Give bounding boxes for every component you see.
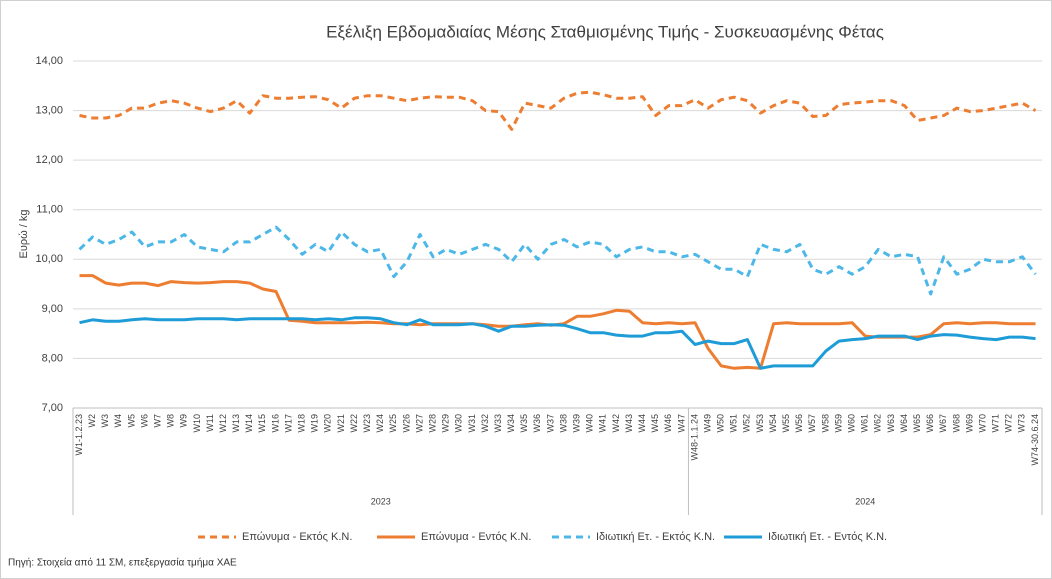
x-tick-label: W21	[336, 414, 346, 433]
x-tick-label: W55	[781, 414, 791, 433]
x-tick-label: W45	[650, 414, 660, 433]
legend-label: Επώνυμα - Εκτός Κ.Ν.	[242, 531, 352, 543]
source-note: Πηγή: Στοιχεία από 11 ΣΜ, επεξεργασία τμ…	[8, 557, 237, 569]
x-tick-label: W36	[532, 414, 542, 433]
x-tick-label: W61	[860, 414, 870, 433]
x-tick-label: W57	[807, 414, 817, 433]
x-tick-label: W64	[899, 414, 909, 433]
x-tick-label: W14	[244, 414, 254, 433]
x-tick-label: W35	[519, 414, 529, 433]
x-tick-label: W8	[166, 414, 176, 428]
legend-label: Ιδιωτική Ετ. - Εκτός Κ.Ν.	[596, 531, 715, 543]
x-tick-label: W62	[873, 414, 883, 433]
x-tick-label: W73	[1017, 414, 1027, 433]
x-tick-label: W37	[545, 414, 555, 433]
x-tick-label: W48-1.1.24	[689, 414, 699, 461]
x-tick-label: W50	[716, 414, 726, 433]
x-tick-label: W28	[427, 414, 437, 433]
x-tick-label: W66	[925, 414, 935, 433]
chart-title: Εξέλιξη Εβδομαδιαίας Μέσης Σταθμισμένης …	[326, 22, 884, 41]
x-tick-label: W11	[205, 414, 215, 432]
y-tick-label: 10,00	[35, 253, 63, 265]
legend-label: Ιδιωτική Ετ. - Εντός Κ.Ν.	[768, 531, 887, 543]
x-tick-label: W23	[362, 414, 372, 433]
x-tick-label: W15	[257, 414, 267, 433]
x-tick-label: W20	[323, 414, 333, 433]
x-tick-label: W6	[139, 414, 149, 428]
x-tick-label: W10	[192, 414, 202, 433]
x-tick-label: W38	[558, 414, 568, 433]
x-tick-label: W53	[755, 414, 765, 433]
x-tick-label: W56	[794, 414, 804, 433]
x-tick-label: W44	[637, 414, 647, 433]
x-tick-label: W70	[977, 414, 987, 433]
x-tick-label: W40	[585, 414, 595, 433]
x-tick-label: W68	[951, 414, 961, 433]
x-tick-label: W74-30.6.24	[1030, 414, 1040, 466]
x-tick-label: W12	[218, 414, 228, 433]
x-tick-label: W58	[820, 414, 830, 433]
y-tick-label: 14,00	[35, 55, 63, 67]
x-tick-label: W9	[179, 414, 189, 428]
x-tick-label: W5	[126, 414, 136, 428]
x-tick-label: W7	[152, 414, 162, 428]
x-tick-label: W69	[964, 414, 974, 433]
group-label: 2024	[855, 496, 875, 506]
y-tick-label: 9,00	[42, 303, 63, 315]
x-tick-label: W41	[598, 414, 608, 433]
series-line	[78, 225, 1037, 296]
x-tick-label: W60	[847, 414, 857, 433]
x-tick-label: W19	[310, 414, 320, 433]
x-tick-label: W34	[506, 414, 516, 433]
x-tick-label: W25	[388, 414, 398, 433]
x-tick-label: W4	[113, 414, 123, 428]
x-tick-label: W59	[833, 414, 843, 433]
y-tick-label: 12,00	[35, 154, 63, 166]
x-tick-label: W51	[729, 414, 739, 433]
x-tick-label: W65	[912, 414, 922, 433]
legend-label: Επώνυμα - Εντός Κ.Ν.	[421, 531, 531, 543]
x-tick-label: W13	[231, 414, 241, 433]
x-tick-label: W67	[938, 414, 948, 433]
x-tick-label: W24	[375, 414, 385, 433]
y-tick-label: 7,00	[42, 402, 63, 414]
x-tick-label: W2	[87, 414, 97, 428]
y-tick-label: 13,00	[35, 104, 63, 116]
y-tick-label: 11,00	[36, 204, 63, 216]
x-tick-label: W30	[454, 414, 464, 433]
x-tick-label: W72	[1004, 414, 1014, 433]
x-tick-label: W47	[676, 414, 686, 433]
group-label: 2023	[371, 496, 391, 506]
x-tick-label: W31	[467, 414, 477, 433]
x-tick-label: W3	[100, 414, 110, 428]
x-tick-label: W29	[441, 414, 451, 433]
series-line	[79, 316, 1036, 370]
x-tick-label: W71	[991, 414, 1001, 433]
x-tick-label: W18	[297, 414, 307, 433]
x-tick-label: W54	[768, 414, 778, 433]
x-tick-label: W63	[886, 414, 896, 433]
x-tick-label: W16	[270, 414, 280, 433]
y-axis-label: Ευρώ / kg	[18, 210, 30, 259]
x-tick-label: W27	[414, 414, 424, 433]
x-tick-label: W52	[742, 414, 752, 433]
x-tick-label: W32	[480, 414, 490, 433]
y-tick-label: 8,00	[42, 352, 63, 364]
x-tick-label: W1-1.2.23	[74, 414, 84, 456]
x-tick-label: W46	[663, 414, 673, 433]
x-tick-label: W26	[401, 414, 411, 433]
x-tick-label: W33	[493, 414, 503, 433]
x-tick-label: W42	[611, 414, 621, 433]
x-tick-label: W43	[624, 414, 634, 433]
x-tick-label: W39	[572, 414, 582, 433]
x-tick-label: W17	[283, 414, 293, 433]
x-tick-label: W49	[702, 414, 712, 433]
x-tick-label: W22	[349, 414, 359, 433]
